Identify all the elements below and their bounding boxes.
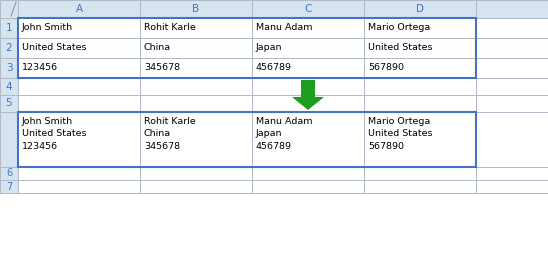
Text: Rohit Karle
China
345678: Rohit Karle China 345678	[144, 117, 196, 151]
Text: 2: 2	[5, 43, 12, 53]
Bar	[252, 180, 364, 193]
Text: United States: United States	[22, 44, 87, 52]
Bar	[364, 0, 476, 18]
Text: 1: 1	[5, 23, 12, 33]
Text: United States: United States	[368, 44, 432, 52]
Bar	[364, 112, 476, 167]
Bar	[140, 112, 252, 167]
Bar	[252, 58, 364, 78]
Text: C: C	[304, 4, 312, 14]
Text: John Smith
United States
123456: John Smith United States 123456	[22, 117, 87, 151]
Text: Rohit Karle: Rohit Karle	[144, 23, 196, 33]
Polygon shape	[292, 97, 324, 110]
Bar	[476, 95, 548, 112]
Bar	[364, 78, 476, 95]
Bar	[140, 167, 252, 180]
Bar	[476, 38, 548, 58]
Bar	[364, 180, 476, 193]
Bar	[364, 95, 476, 112]
Text: 6: 6	[6, 169, 12, 179]
Bar	[140, 58, 252, 78]
Bar	[140, 78, 252, 95]
Text: B: B	[192, 4, 199, 14]
Bar	[252, 112, 364, 167]
Bar	[364, 38, 476, 58]
Bar	[18, 38, 140, 58]
Bar	[140, 95, 252, 112]
Bar	[252, 167, 364, 180]
Bar	[0, 18, 18, 38]
Bar	[140, 38, 252, 58]
Bar	[364, 18, 476, 38]
Text: 3: 3	[5, 63, 12, 73]
Bar	[301, 80, 315, 97]
Bar	[0, 0, 18, 18]
Text: A: A	[76, 4, 83, 14]
Text: 345678: 345678	[144, 63, 180, 73]
Bar	[18, 78, 140, 95]
Text: 5: 5	[5, 98, 12, 109]
Text: D: D	[416, 4, 424, 14]
Bar	[0, 38, 18, 58]
Text: Mario Ortega
United States
567890: Mario Ortega United States 567890	[368, 117, 432, 151]
Bar	[476, 180, 548, 193]
Text: China: China	[144, 44, 171, 52]
Bar	[476, 0, 548, 18]
Bar	[0, 180, 18, 193]
Bar	[476, 112, 548, 167]
Bar	[252, 78, 364, 95]
Bar	[18, 167, 140, 180]
Text: 123456: 123456	[22, 63, 58, 73]
Bar	[18, 18, 476, 78]
Text: 456789: 456789	[256, 63, 292, 73]
Text: Japan: Japan	[256, 44, 283, 52]
Bar	[140, 180, 252, 193]
Bar	[140, 0, 252, 18]
Bar	[0, 112, 18, 167]
Bar	[476, 167, 548, 180]
Bar	[18, 95, 140, 112]
Bar	[0, 58, 18, 78]
Bar	[476, 78, 548, 95]
Bar	[364, 167, 476, 180]
Bar	[18, 112, 140, 167]
Bar	[18, 112, 476, 167]
Text: 7: 7	[6, 181, 12, 192]
Bar	[18, 58, 140, 78]
Bar	[140, 18, 252, 38]
Bar	[0, 78, 18, 95]
Text: Manu Adam
Japan
456789: Manu Adam Japan 456789	[256, 117, 312, 151]
Bar	[476, 58, 548, 78]
Text: 567890: 567890	[368, 63, 404, 73]
Bar	[252, 0, 364, 18]
Text: Mario Ortega: Mario Ortega	[368, 23, 430, 33]
Bar	[252, 95, 364, 112]
Bar	[18, 0, 140, 18]
Bar	[18, 180, 140, 193]
Bar	[476, 18, 548, 38]
Bar	[252, 18, 364, 38]
Bar	[364, 58, 476, 78]
Text: 4: 4	[5, 81, 12, 92]
Text: Manu Adam: Manu Adam	[256, 23, 312, 33]
Bar	[0, 167, 18, 180]
Bar	[252, 38, 364, 58]
Text: John Smith: John Smith	[22, 23, 73, 33]
Bar	[0, 95, 18, 112]
Bar	[18, 18, 140, 38]
